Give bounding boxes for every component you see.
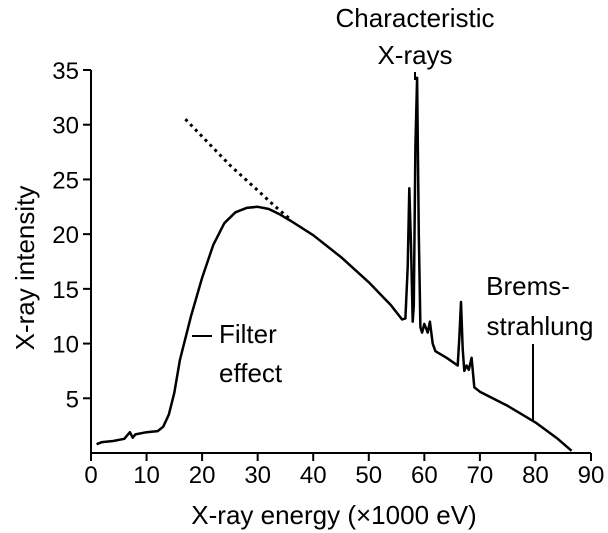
x-tick-label: 60 (411, 462, 438, 489)
x-tick-label: 80 (522, 462, 549, 489)
x-tick-label: 40 (300, 462, 327, 489)
bremsstrahlung-annotation-line-1: Brems- (486, 271, 570, 301)
y-tick-label: 5 (66, 386, 79, 413)
y-axis-title: X-ray intensity (10, 186, 40, 351)
filter-effect-annotation-line-1: Filter (219, 319, 277, 349)
y-axis-ticks: 5 10 15 20 25 30 35 (52, 58, 91, 413)
y-tick-label: 10 (52, 332, 79, 359)
y-tick-label: 15 (52, 277, 79, 304)
bremsstrahlung-annotation-line-2: strahlung (487, 311, 594, 341)
y-tick-label: 25 (52, 167, 79, 194)
x-tick-label: 70 (467, 462, 494, 489)
characteristic-annotation-line-1: Characteristic (336, 3, 495, 33)
x-tick-label: 90 (578, 462, 605, 489)
y-tick-label: 35 (52, 58, 79, 85)
x-tick-label: 50 (355, 462, 382, 489)
extrapolated-dotted-line (184, 118, 292, 222)
y-tick-label: 20 (52, 222, 79, 249)
y-tick-label: 30 (52, 113, 79, 140)
spectrum-line (96, 76, 573, 452)
x-axis-title: X-ray energy (×1000 eV) (191, 500, 476, 530)
x-tick-label: 20 (189, 462, 216, 489)
x-axis-ticks: 0 10 20 30 40 50 60 70 80 90 (84, 453, 604, 489)
characteristic-annotation-line-2: X-rays (377, 40, 452, 70)
x-tick-label: 0 (84, 462, 97, 489)
x-tick-label: 30 (244, 462, 271, 489)
x-tick-label: 10 (133, 462, 160, 489)
series-layer (96, 76, 573, 452)
filter-effect-annotation-line-2: effect (219, 358, 283, 388)
